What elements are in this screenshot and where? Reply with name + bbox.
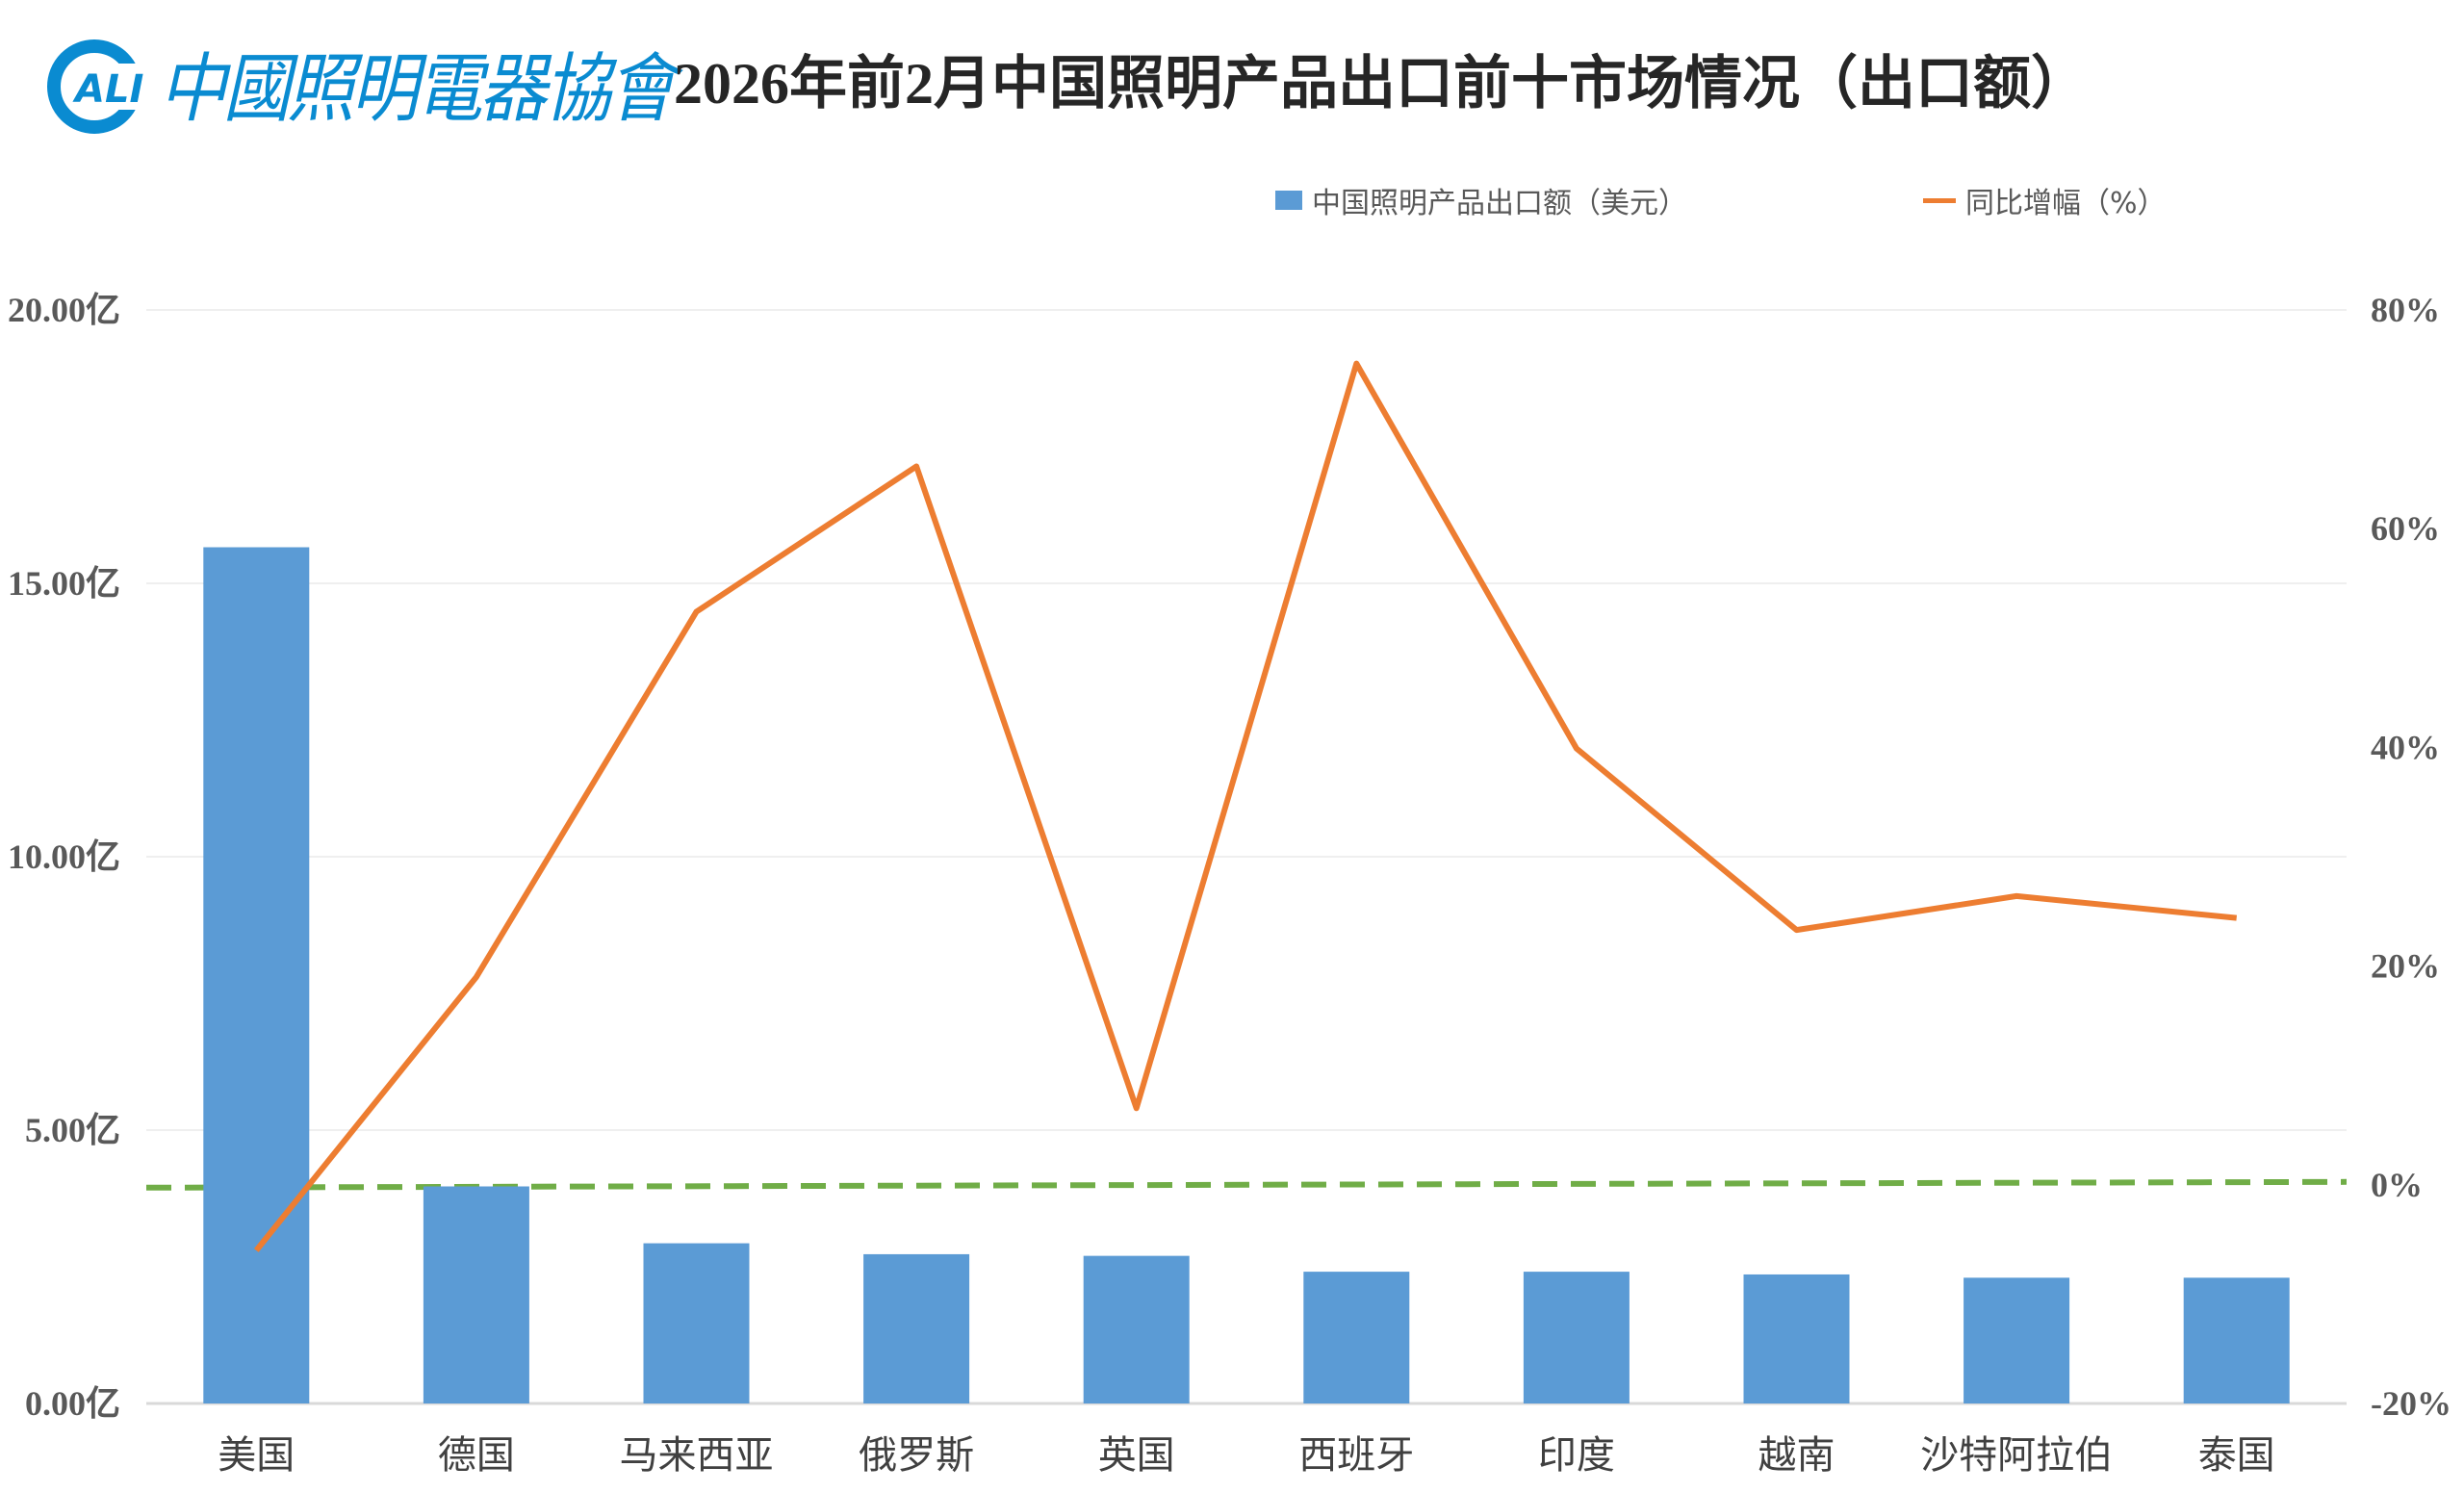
bar-泰国 bbox=[2183, 1277, 2290, 1403]
legend-label: 中国照明产品出口额（美元） bbox=[1312, 187, 1687, 220]
left-tick-label: 0.00亿 bbox=[25, 1384, 120, 1423]
category-label: 英国 bbox=[1098, 1433, 1175, 1478]
category-label: 俄罗斯 bbox=[859, 1433, 974, 1478]
right-tick-label: 20% bbox=[2371, 947, 2440, 986]
logo-badge-text: ALI bbox=[72, 67, 143, 112]
bar-俄罗斯 bbox=[863, 1253, 970, 1403]
legend-item-export-value[interactable]: 中国照明产品出口额（美元） bbox=[1275, 179, 1687, 221]
growth-line bbox=[253, 360, 2237, 1252]
legend-line-swatch bbox=[1923, 197, 1956, 203]
right-tick-label: 60% bbox=[2371, 509, 2440, 548]
category-labels: 美国 德国 马来西亚 俄罗斯 英国 西班牙 印度 越南 沙特阿拉伯 泰国 bbox=[218, 1433, 2274, 1478]
bar-越南 bbox=[1743, 1274, 1850, 1403]
right-tick-label: 0% bbox=[2371, 1166, 2423, 1204]
legend-label: 同比增幅（%） bbox=[1965, 187, 2167, 220]
bar-马来西亚 bbox=[643, 1243, 750, 1403]
category-label: 沙特阿拉伯 bbox=[1920, 1433, 2113, 1478]
category-label: 越南 bbox=[1758, 1433, 1835, 1478]
bar-印度 bbox=[1523, 1272, 1630, 1403]
category-label: 泰国 bbox=[2198, 1433, 2275, 1478]
category-label: 印度 bbox=[1538, 1433, 1615, 1478]
bars bbox=[203, 547, 2290, 1403]
category-label: 西班牙 bbox=[1298, 1433, 1414, 1478]
legend-bar-swatch bbox=[1275, 191, 1302, 210]
bar-德国 bbox=[423, 1186, 529, 1403]
right-axis-ticks: -20% 0% 20% 40% 60% 80% bbox=[2371, 291, 2451, 1423]
growth-line-path bbox=[253, 360, 2237, 1252]
left-tick-label: 10.00亿 bbox=[8, 837, 120, 876]
left-axis-ticks: 0.00亿 5.00亿 10.00亿 15.00亿 20.00亿 bbox=[8, 291, 120, 1423]
left-tick-label: 20.00亿 bbox=[8, 291, 120, 329]
chart-title: 2026年前2月中国照明产品出口前十市场情况（出口额） bbox=[674, 52, 2089, 116]
bar-美国 bbox=[203, 547, 310, 1403]
logo-badge-icon: ALI bbox=[47, 39, 143, 134]
legend-item-growth[interactable]: 同比增幅（%） bbox=[1923, 179, 2167, 221]
category-label: 德国 bbox=[438, 1433, 515, 1478]
left-tick-label: 5.00亿 bbox=[25, 1111, 120, 1149]
bar-沙特阿拉伯 bbox=[1964, 1277, 2070, 1403]
logo-text: 中國照明電器協會 bbox=[159, 46, 675, 133]
right-tick-label: -20% bbox=[2371, 1384, 2451, 1423]
category-label: 美国 bbox=[218, 1433, 295, 1478]
left-tick-label: 15.00亿 bbox=[8, 564, 120, 603]
category-label: 马来西亚 bbox=[620, 1433, 774, 1478]
bar-西班牙 bbox=[1303, 1272, 1410, 1403]
right-tick-label: 40% bbox=[2371, 728, 2440, 766]
bar-英国 bbox=[1083, 1255, 1190, 1403]
right-tick-label: 80% bbox=[2371, 291, 2440, 329]
